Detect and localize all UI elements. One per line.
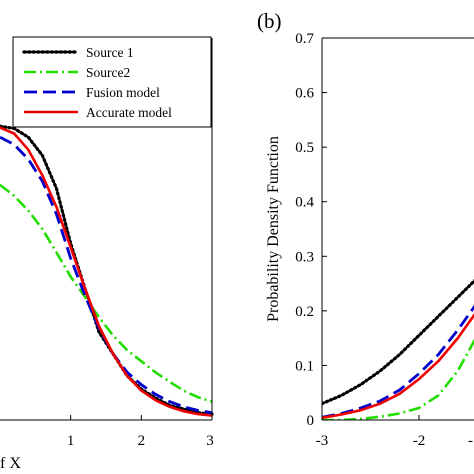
panel-a-x-tick-label: 1 xyxy=(67,433,75,449)
panel-a-series-source2 xyxy=(0,183,213,403)
panel-b-x-tick-label: - xyxy=(468,433,473,449)
panel-b-y-tick-label: 0 xyxy=(307,413,315,429)
panel-b-y-tick-label: 0.3 xyxy=(295,249,314,265)
panel-b-y-axis-label: Probability Density Function xyxy=(265,136,282,322)
panel-b-x-tick-label: -2 xyxy=(413,433,426,449)
panel-b-y-tick-label: 0.5 xyxy=(295,140,314,156)
panel-a-series-source-1 xyxy=(0,124,214,416)
panel-b-x-tick-label: -3 xyxy=(316,433,329,449)
panel-a: 1 2 3 f X Source 1 Source2 Fusion model Accur… xyxy=(0,36,214,472)
panel-a-series-accurate-model xyxy=(0,126,213,417)
panel-b-series-accurate-model xyxy=(322,313,474,420)
legend-label-source2: Source2 xyxy=(86,65,130,80)
panel-b-label: (b) xyxy=(257,9,282,33)
panel-b-y-tick-label: 0.4 xyxy=(295,195,314,211)
panel-b-y-tick-label: 0.7 xyxy=(295,31,314,47)
panel-a-legend: Source 1 Source2 Fusion model Accurate mode… xyxy=(12,36,212,128)
panel-b-y-tick-label: 0.2 xyxy=(295,304,314,320)
panel-b-y-tick-label: 0.1 xyxy=(295,358,314,374)
panel-b-y-tick-label: 0.6 xyxy=(295,86,314,102)
panel-a-x-tick-label: 2 xyxy=(138,433,146,449)
panel-b-series-source-1 xyxy=(322,279,474,406)
legend-label-source-1: Source 1 xyxy=(86,45,134,60)
panel-a-series-lines xyxy=(0,124,214,417)
panel-b-series-source2 xyxy=(322,338,474,420)
panel-b: (b) 0 0.1 0.2 0.3 0.4 0.5 0.6 0.7 -3 -2 - Probabi… xyxy=(257,9,474,449)
legend-label-accurate-model: Accurate model xyxy=(86,105,172,120)
panel-a-x-tick-label: 3 xyxy=(206,433,214,449)
panel-b-y-ticks: 0 0.1 0.2 0.3 0.4 0.5 0.6 0.7 xyxy=(295,31,327,429)
panel-a-series-fusion-model xyxy=(0,135,213,415)
panel-a-x-ticks: 1 2 3 xyxy=(67,415,214,449)
panel-b-series-lines xyxy=(322,279,474,420)
legend-label-fusion-model: Fusion model xyxy=(86,85,160,100)
panel-b-x-ticks: -3 -2 - xyxy=(316,415,473,449)
panel-a-x-axis-label: f X xyxy=(0,455,21,472)
panel-b-series-fusion-model xyxy=(322,304,474,419)
